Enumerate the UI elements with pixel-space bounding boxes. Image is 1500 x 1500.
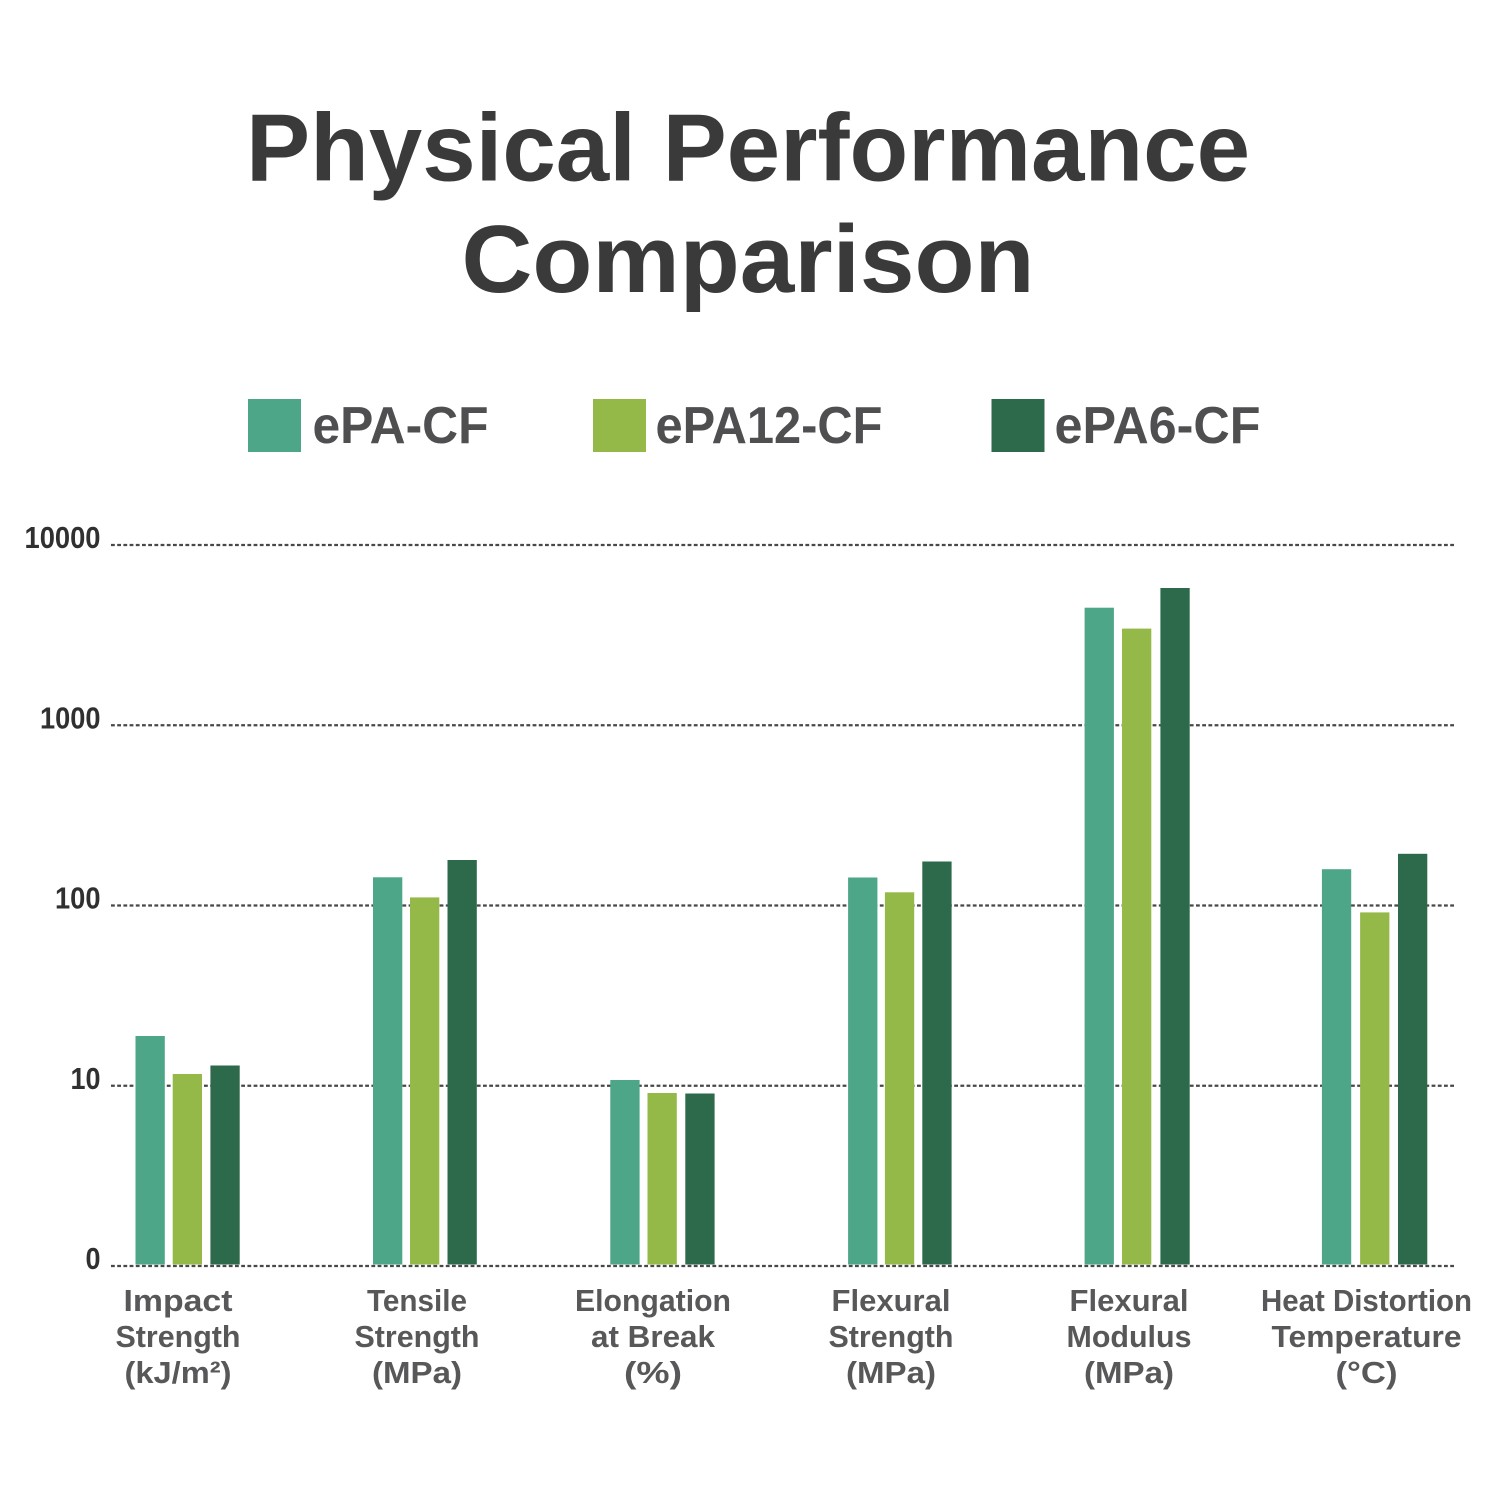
svg-text:ePA-CF: ePA-CF <box>313 396 489 454</box>
svg-text:Tensile: Tensile <box>367 1283 467 1318</box>
svg-text:ePA12-CF: ePA12-CF <box>656 396 883 454</box>
svg-text:Strength: Strength <box>829 1319 954 1354</box>
svg-text:(MPa): (MPa) <box>846 1355 936 1390</box>
svg-text:Modulus: Modulus <box>1067 1319 1192 1354</box>
svg-text:Temperature: Temperature <box>1272 1319 1462 1354</box>
svg-text:Strength: Strength <box>355 1319 480 1354</box>
svg-text:ePA6-CF: ePA6-CF <box>1055 396 1261 454</box>
svg-text:Strength: Strength <box>116 1319 241 1354</box>
svg-text:Heat Distortion: Heat Distortion <box>1261 1283 1472 1318</box>
svg-text:(MPa): (MPa) <box>1084 1355 1174 1390</box>
svg-text:Flexural: Flexural <box>1070 1283 1189 1318</box>
svg-text:1000: 1000 <box>40 701 101 735</box>
svg-text:Impact: Impact <box>124 1283 233 1318</box>
svg-text:(°C): (°C) <box>1336 1355 1398 1390</box>
svg-text:(kJ/m²): (kJ/m²) <box>125 1355 232 1390</box>
svg-text:Flexural: Flexural <box>832 1283 951 1318</box>
svg-text:100: 100 <box>55 882 101 916</box>
svg-text:(MPa): (MPa) <box>372 1355 462 1390</box>
svg-text:10000: 10000 <box>25 521 101 555</box>
svg-text:Physical Performance: Physical Performance <box>246 94 1250 201</box>
svg-text:0: 0 <box>86 1242 101 1276</box>
svg-text:at Break: at Break <box>591 1319 716 1354</box>
svg-text:Elongation: Elongation <box>575 1283 731 1318</box>
svg-text:Comparison: Comparison <box>462 206 1035 313</box>
svg-text:10: 10 <box>71 1062 101 1096</box>
svg-text:(%): (%) <box>624 1355 682 1390</box>
